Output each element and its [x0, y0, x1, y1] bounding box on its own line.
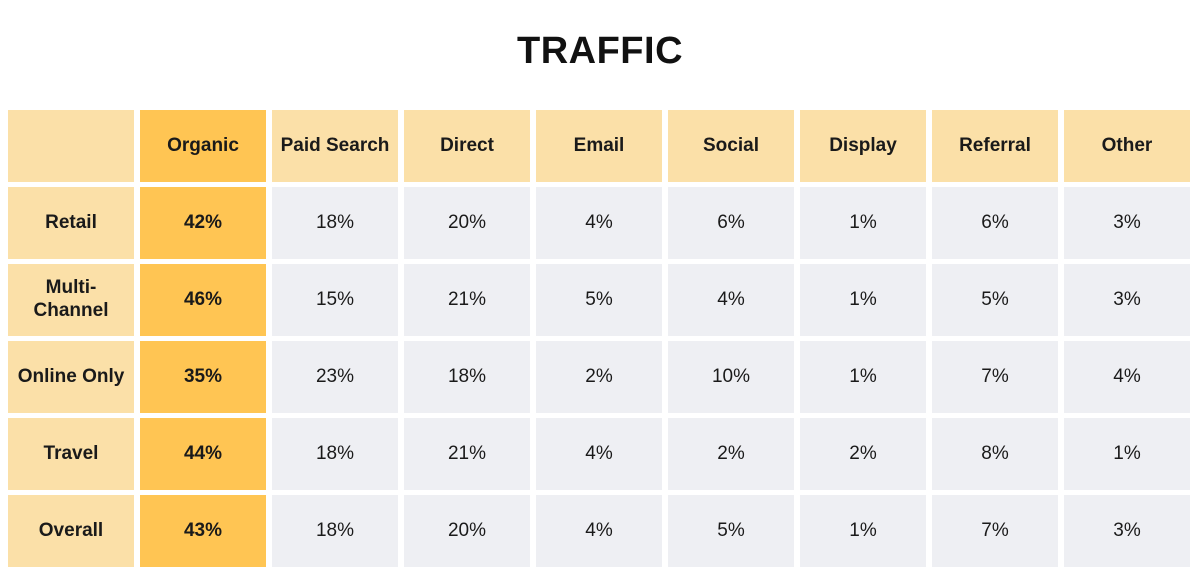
column-header: Other [1064, 110, 1190, 182]
table-cell: 3% [1064, 264, 1190, 336]
table-cell: 18% [272, 418, 398, 490]
table-cell: 3% [1064, 187, 1190, 259]
table-cell: 2% [536, 341, 662, 413]
table-cell: 3% [1064, 495, 1190, 567]
table-cell: 1% [800, 341, 926, 413]
table-cell: 1% [1064, 418, 1190, 490]
column-header: Organic [140, 110, 266, 182]
table-cell: 46% [140, 264, 266, 336]
table-cell: 6% [668, 187, 794, 259]
table-cell: 8% [932, 418, 1058, 490]
table-cell: 2% [668, 418, 794, 490]
table-cell: 5% [668, 495, 794, 567]
table-cell: 21% [404, 264, 530, 336]
table-cell: 35% [140, 341, 266, 413]
corner-cell [8, 110, 134, 182]
table-cell: 21% [404, 418, 530, 490]
table-cell: 4% [1064, 341, 1190, 413]
table-cell: 1% [800, 187, 926, 259]
row-label: Travel [8, 418, 134, 490]
row-label: Multi- Channel [8, 264, 134, 336]
table-cell: 18% [272, 495, 398, 567]
table-cell: 2% [800, 418, 926, 490]
table-cell: 18% [272, 187, 398, 259]
column-header: Display [800, 110, 926, 182]
table-cell: 18% [404, 341, 530, 413]
table-cell: 42% [140, 187, 266, 259]
table-cell: 4% [668, 264, 794, 336]
table-cell: 4% [536, 495, 662, 567]
table-cell: 4% [536, 187, 662, 259]
table-cell: 23% [272, 341, 398, 413]
table-cell: 7% [932, 341, 1058, 413]
table-cell: 15% [272, 264, 398, 336]
table-cell: 10% [668, 341, 794, 413]
table-cell: 5% [932, 264, 1058, 336]
table-cell: 1% [800, 264, 926, 336]
table-cell: 44% [140, 418, 266, 490]
row-label: Retail [8, 187, 134, 259]
table-cell: 4% [536, 418, 662, 490]
table-cell: 20% [404, 495, 530, 567]
column-header: Direct [404, 110, 530, 182]
table-cell: 20% [404, 187, 530, 259]
table-cell: 6% [932, 187, 1058, 259]
column-header: Social [668, 110, 794, 182]
row-label: Overall [8, 495, 134, 567]
table-cell: 5% [536, 264, 662, 336]
table-title: TRAFFIC [516, 30, 684, 72]
table-cell: 43% [140, 495, 266, 567]
column-header: Paid Search [272, 110, 398, 182]
row-label: Online Only [8, 341, 134, 413]
table-cell: 1% [800, 495, 926, 567]
column-header: Referral [932, 110, 1058, 182]
traffic-table: Organic Paid Search Direct Email Social Displ… [8, 110, 1190, 567]
column-header: Email [536, 110, 662, 182]
table-cell: 7% [932, 495, 1058, 567]
